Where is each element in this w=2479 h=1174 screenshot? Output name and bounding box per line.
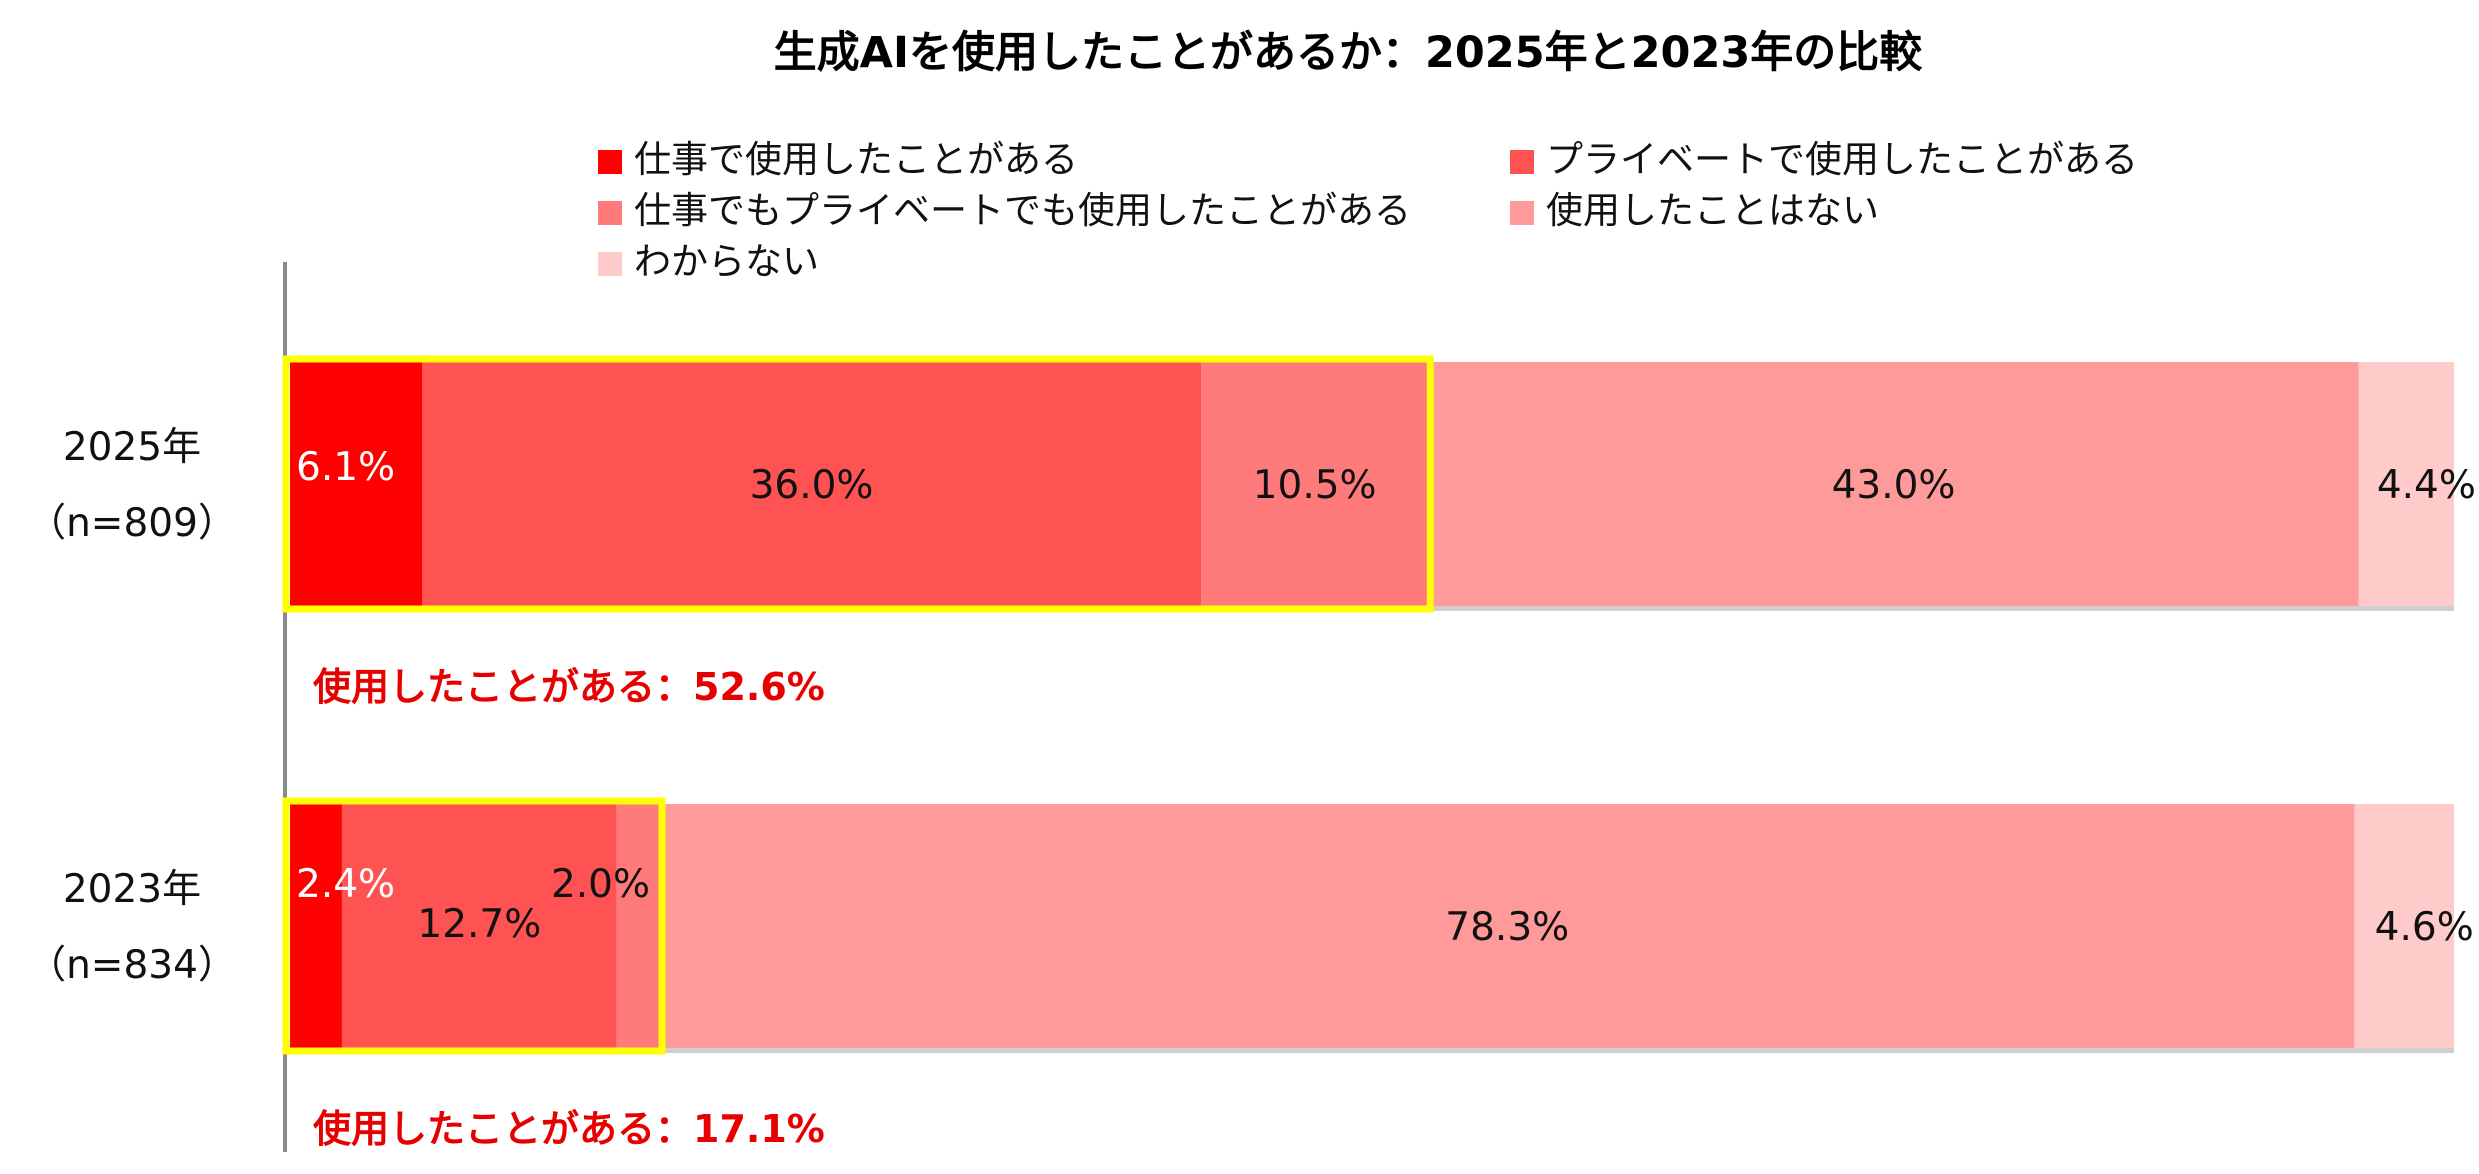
summary-label: 使用したことがある：17.1% (313, 1107, 825, 1151)
chart-legend: 仕事で使用したことがある プライベートで使用したことがある仕事でもプライベートでも… (598, 138, 2138, 283)
bar-shadow (290, 1048, 2454, 1053)
highlight-box (282, 797, 666, 1055)
data-label: 2.4% (296, 862, 395, 907)
legend-swatch (1510, 150, 1534, 174)
legend-label: 仕事で使用したことがある (634, 138, 1078, 181)
data-label: 6.1% (296, 445, 395, 490)
bars: 6.1% 36.0% 10.5% 43.0% 4.4% 2.4% 12.7%2.0% 78.3… (282, 355, 2476, 1055)
bar-segment (1201, 362, 1429, 606)
legend-swatch (1510, 201, 1534, 225)
bar-segment (422, 362, 1202, 606)
category-sublabel: （n=809） (27, 501, 237, 546)
data-label: 78.3% (1445, 905, 1569, 950)
category-sublabel: （n=834） (27, 943, 237, 988)
highlight-box (282, 355, 1434, 613)
bar-segment (1428, 362, 2359, 606)
legend-swatch (598, 150, 622, 174)
bar-segment (616, 804, 661, 1048)
category-label: 2025年 (63, 425, 201, 470)
data-label: 43.0% (1832, 463, 1956, 508)
data-label: 4.6% (2375, 905, 2474, 950)
chart-title: 生成AIを使用したことがあるか：2025年と2023年の比較 (774, 28, 1924, 78)
bar-segment (2354, 804, 2454, 1048)
bar-segment (290, 362, 423, 606)
bar-segment (660, 804, 2355, 1048)
legend-label: 使用したことはない (1546, 189, 1879, 232)
data-label: 2.0% (551, 862, 650, 907)
data-label: 12.7% (417, 902, 541, 947)
data-label: 36.0% (750, 463, 874, 508)
bar-segment (290, 804, 342, 1048)
legend-label: 仕事でもプライベートでも使用したことがある (634, 189, 1411, 232)
data-label: 10.5% (1253, 463, 1377, 508)
legend-swatch (598, 201, 622, 225)
category-label: 2023年 (63, 867, 201, 912)
legend-swatch (598, 252, 622, 276)
data-label: 4.4% (2377, 463, 2476, 508)
bar-segment (2358, 362, 2454, 606)
summary-labels: 使用したことがある：52.6% 使用したことがある：17.1% (313, 665, 825, 1151)
category-labels: 2025年 （n=809） 2023年 （n=834） (27, 425, 237, 988)
legend-label: わからない (634, 240, 819, 283)
legend-label: プライベートで使用したことがある (1546, 138, 2138, 181)
summary-label: 使用したことがある：52.6% (313, 665, 825, 709)
bar-segment (341, 804, 617, 1048)
